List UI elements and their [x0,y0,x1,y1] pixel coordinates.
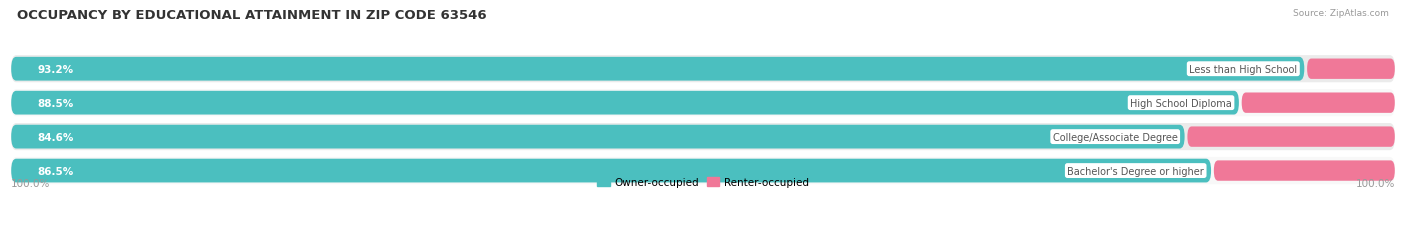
Text: OCCUPANCY BY EDUCATIONAL ATTAINMENT IN ZIP CODE 63546: OCCUPANCY BY EDUCATIONAL ATTAINMENT IN Z… [17,9,486,22]
FancyBboxPatch shape [11,125,1185,149]
Text: 100.0%: 100.0% [11,179,51,188]
FancyBboxPatch shape [1213,161,1395,181]
Text: Source: ZipAtlas.com: Source: ZipAtlas.com [1294,9,1389,18]
FancyBboxPatch shape [11,56,1395,83]
Text: 93.2%: 93.2% [38,64,73,74]
FancyBboxPatch shape [1308,59,1395,79]
FancyBboxPatch shape [11,157,1395,184]
Text: College/Associate Degree: College/Associate Degree [1053,132,1178,142]
Text: Bachelor's Degree or higher: Bachelor's Degree or higher [1067,166,1204,176]
FancyBboxPatch shape [11,159,1211,183]
Text: 100.0%: 100.0% [1355,179,1395,188]
FancyBboxPatch shape [11,58,1305,81]
Text: 84.6%: 84.6% [38,132,75,142]
FancyBboxPatch shape [11,90,1395,117]
FancyBboxPatch shape [1188,127,1395,147]
FancyBboxPatch shape [11,91,1239,115]
Text: 88.5%: 88.5% [38,98,75,108]
FancyBboxPatch shape [11,124,1395,151]
Text: 86.5%: 86.5% [38,166,75,176]
FancyBboxPatch shape [1241,93,1395,113]
Text: High School Diploma: High School Diploma [1130,98,1232,108]
Text: Less than High School: Less than High School [1189,64,1298,74]
Legend: Owner-occupied, Renter-occupied: Owner-occupied, Renter-occupied [593,173,813,191]
